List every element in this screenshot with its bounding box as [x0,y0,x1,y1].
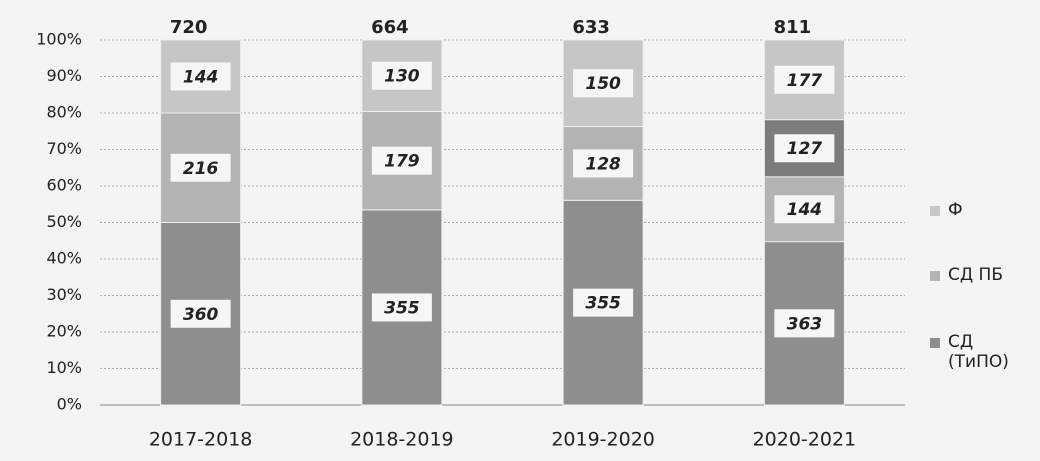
data-label-box [371,61,432,90]
y-tick-label: 70% [46,139,82,158]
total-label: 811 [774,17,812,38]
y-tick-label: 60% [46,176,82,195]
data-label-box [774,65,835,94]
y-tick-label: 40% [46,249,82,268]
data-label-box [573,69,634,98]
x-tick-label: 2017-2018 [149,429,253,451]
data-label-box [774,309,835,338]
x-tick-label: 2020-2021 [753,429,857,451]
y-tick-label: 30% [46,285,82,304]
legend-label: СД ПБ [948,265,1004,285]
legend-label: Ф [948,200,963,220]
data-label: 150 [585,74,621,94]
data-label-box [170,62,231,91]
data-label-box [170,299,231,328]
data-label-box [170,153,231,182]
data-label: 128 [585,154,621,174]
data-label-box [371,146,432,175]
data-label: 179 [384,152,420,172]
y-tick-label: 0% [57,395,82,414]
data-label-box [774,195,835,224]
data-label: 363 [787,314,823,334]
legend-item: СД (ТиПО) [930,332,1035,372]
x-tick-label: 2019-2020 [551,429,655,451]
data-label-box [371,293,432,322]
data-label-box [573,288,634,317]
data-label-box [774,134,835,163]
legend-item: Ф [930,200,1035,220]
data-label-box [573,149,634,178]
y-tick-label: 90% [46,66,82,85]
y-tick-label: 10% [46,358,82,377]
y-tick-label: 20% [46,322,82,341]
total-label: 633 [572,17,610,38]
data-label: 177 [787,71,823,91]
legend-swatch [930,338,940,348]
data-label: 144 [787,200,823,220]
data-label: 216 [183,159,219,179]
legend-swatch [930,206,940,216]
data-label: 130 [384,67,420,87]
legend-item: СД ПБ [930,265,1035,285]
total-label: 664 [371,17,409,38]
y-tick-label: 100% [36,30,82,49]
legend-label: СД (ТиПО) [948,332,1009,372]
y-tick-label: 50% [46,212,82,231]
data-label: 355 [585,294,621,314]
total-label: 720 [170,17,208,38]
legend-swatch [930,271,940,281]
x-tick-label: 2018-2019 [350,429,454,451]
data-label: 127 [787,139,823,159]
data-label: 355 [384,298,420,318]
data-label: 144 [183,68,219,88]
data-label: 360 [183,305,219,325]
y-tick-label: 80% [46,103,82,122]
